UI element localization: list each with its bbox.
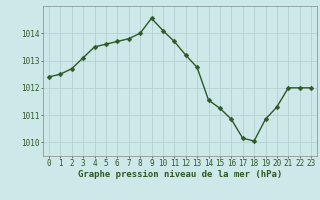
- X-axis label: Graphe pression niveau de la mer (hPa): Graphe pression niveau de la mer (hPa): [78, 170, 282, 179]
